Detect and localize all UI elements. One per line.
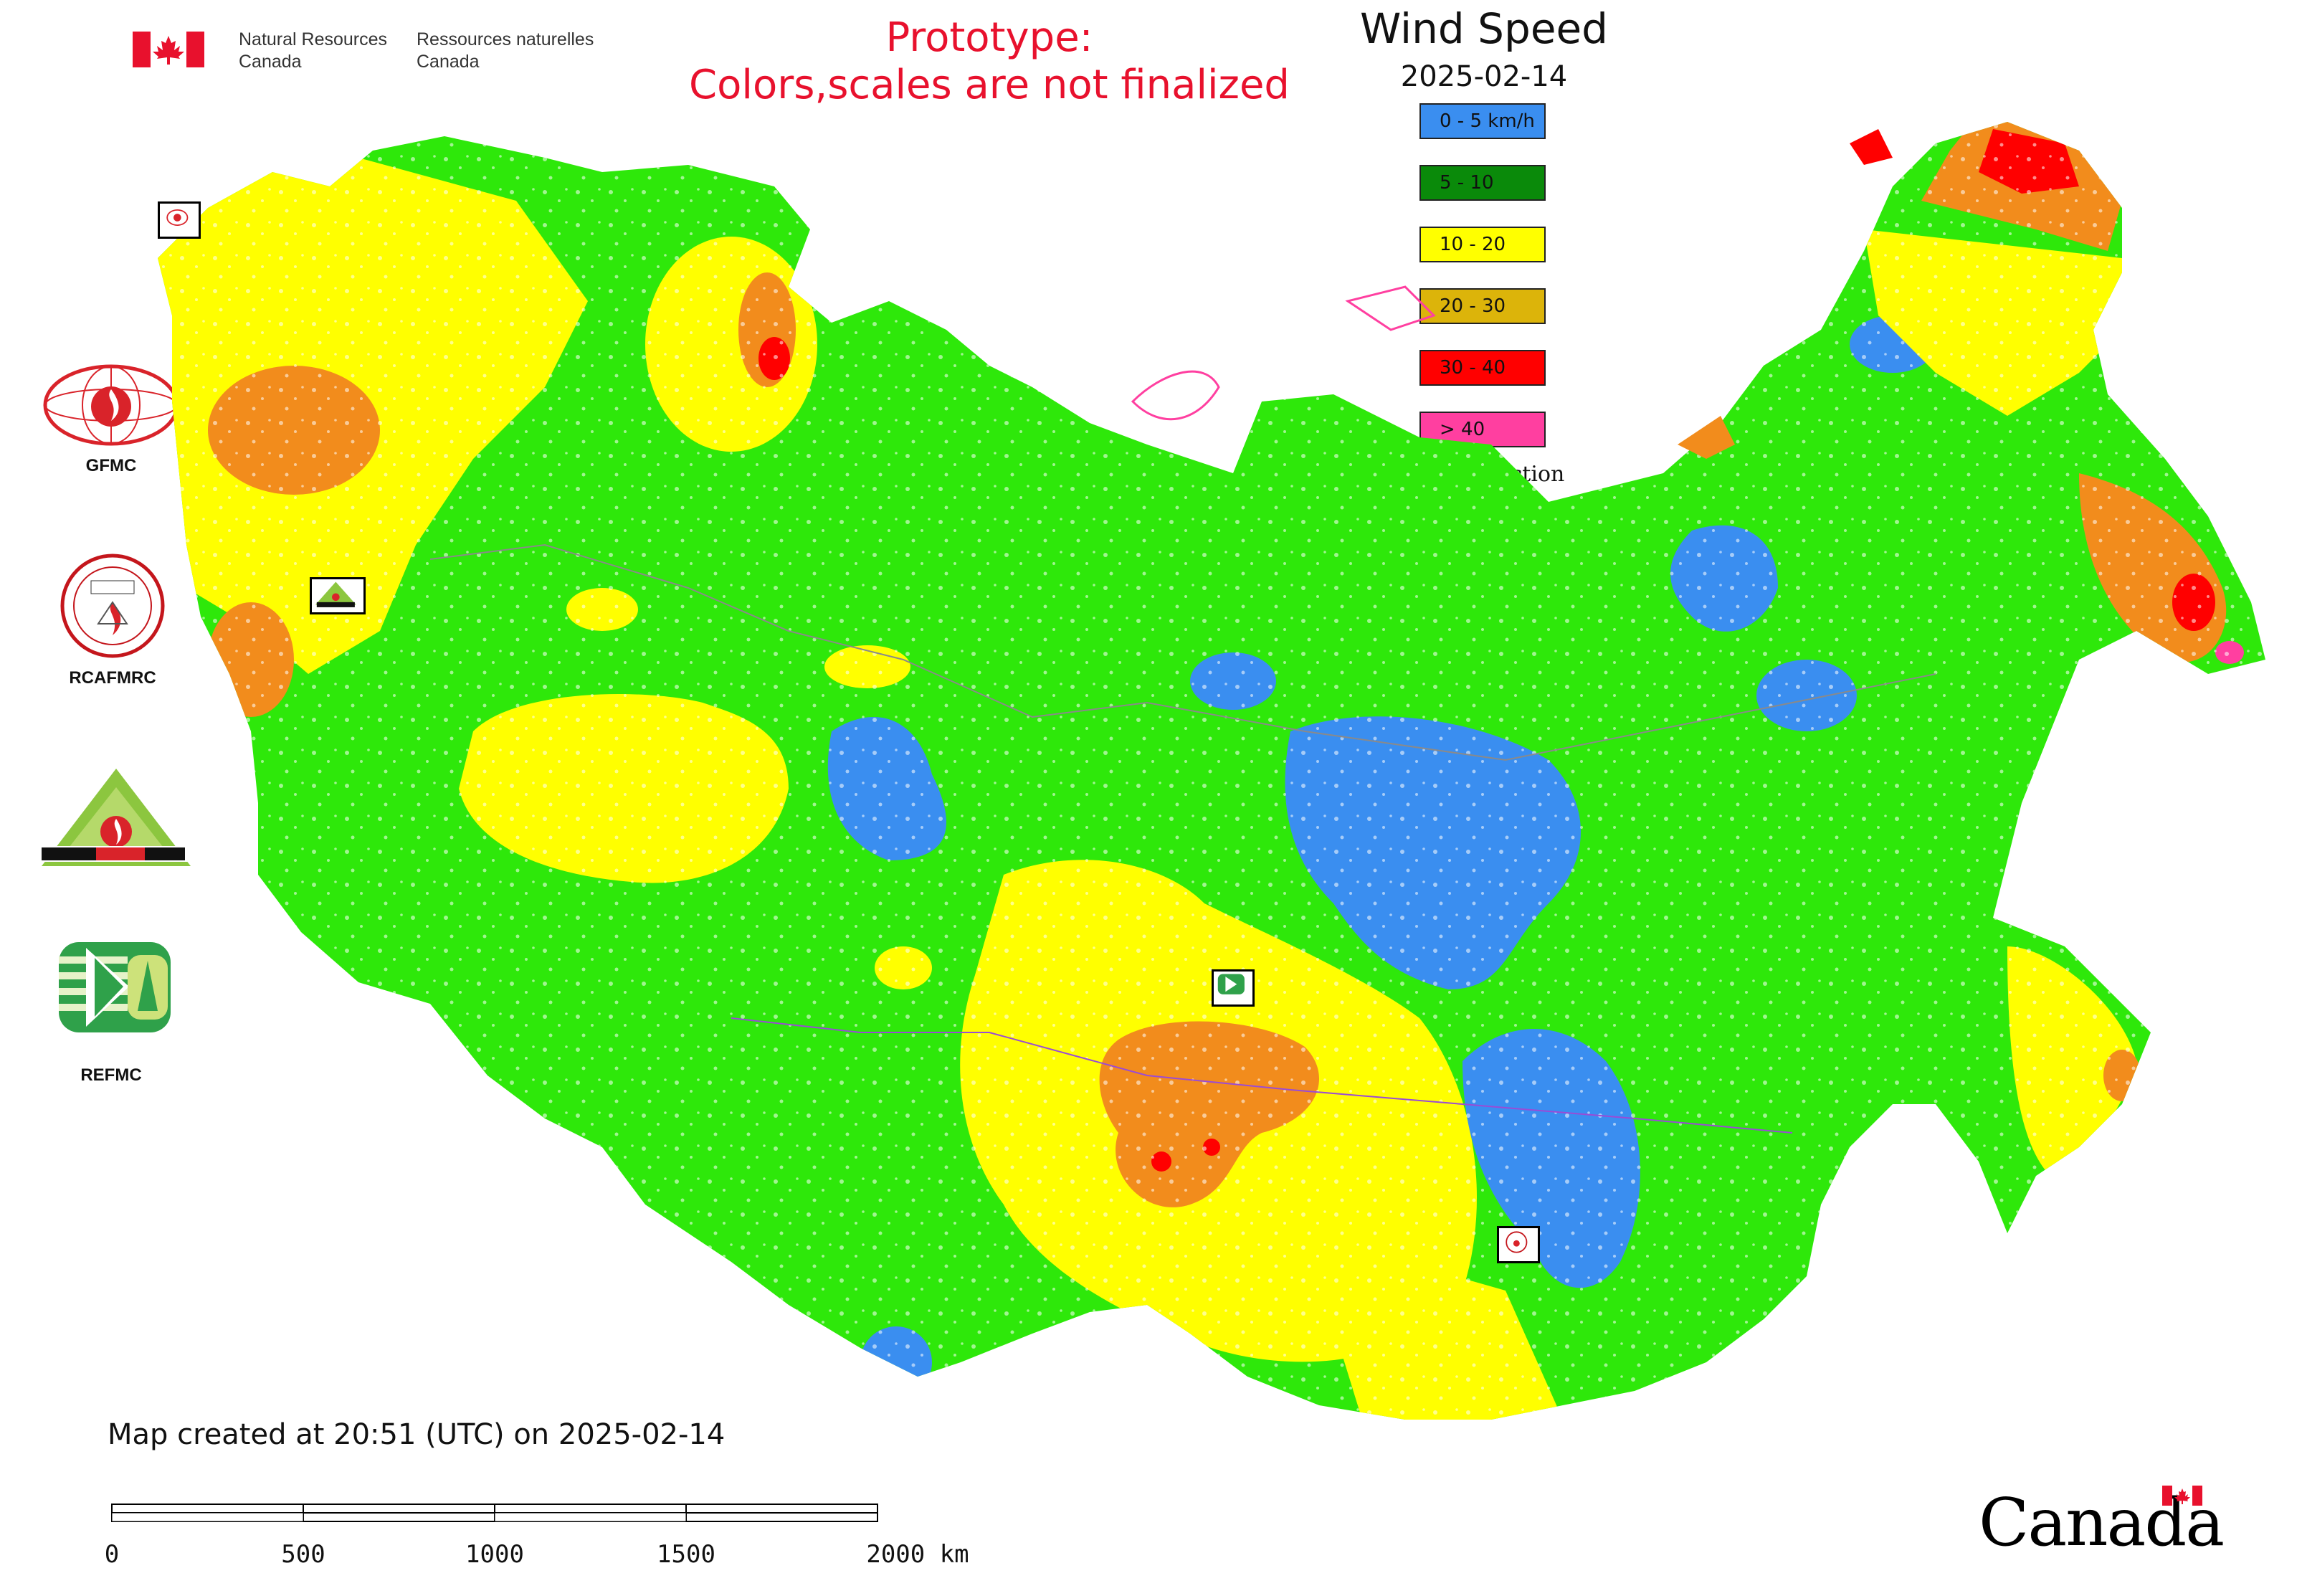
station-marker-rcafmrc[interactable] bbox=[1497, 1226, 1540, 1263]
scale-tick-1500: 1500 bbox=[657, 1540, 715, 1569]
station-reefmc-icon bbox=[315, 581, 356, 607]
scale-bar: 0 500 1000 1500 2000 km bbox=[105, 1497, 969, 1569]
department-name-en: Natural Resources Canada bbox=[239, 29, 388, 72]
government-header: Natural Resources Canada Ressources natur… bbox=[133, 23, 606, 73]
canada-wordmark-flag-icon bbox=[2162, 1486, 2202, 1506]
station-rcafmrc-icon bbox=[1506, 1231, 1528, 1253]
legend-swatch-0-5: 0 - 5 km/h bbox=[1419, 103, 1546, 139]
station-gfmc-icon bbox=[166, 209, 189, 226]
rcafmrc-logo-icon bbox=[60, 554, 165, 658]
legend-swatch-30-40: 30 - 40 bbox=[1419, 350, 1546, 386]
scale-tick-2000: 2000 km bbox=[866, 1540, 969, 1569]
station-refmc-icon bbox=[1217, 974, 1245, 994]
station-marker-gfmc[interactable] bbox=[158, 201, 201, 239]
canada-flag-icon bbox=[133, 32, 204, 67]
prototype-notice-line2: Colors,scales are not finalized bbox=[689, 62, 1290, 108]
station-marker-reefmc[interactable] bbox=[310, 577, 366, 614]
scale-tick-1000: 1000 bbox=[465, 1540, 524, 1569]
legend-date: 2025-02-14 bbox=[1400, 60, 1568, 93]
wind-speed-map bbox=[158, 122, 2265, 1420]
station-marker-refmc[interactable] bbox=[1212, 969, 1255, 1007]
legend-title: Wind Speed bbox=[1359, 4, 1609, 53]
legend-swatch-5-10: 5 - 10 bbox=[1419, 165, 1546, 201]
rcafmrc-logo-label: RCAFMRC bbox=[69, 668, 156, 688]
refmc-logo-label: REFMC bbox=[80, 1065, 142, 1085]
prototype-notice-line1: Prototype: bbox=[885, 14, 1093, 61]
scale-tick-500: 500 bbox=[281, 1540, 325, 1569]
scale-tick-0: 0 bbox=[104, 1540, 120, 1569]
canada-wordmark: Canada bbox=[1979, 1484, 2225, 1563]
legend-swatch-10-20: 10 - 20 bbox=[1419, 227, 1546, 262]
department-name-fr: Ressources naturelles Canada bbox=[417, 29, 594, 72]
map-created-timestamp: Map created at 20:51 (UTC) on 2025-02-14 bbox=[108, 1418, 726, 1451]
prototype-notice: Prototype: Colors,scales are not finaliz… bbox=[631, 14, 1348, 109]
scale-bar-graphic bbox=[111, 1504, 878, 1522]
refmc-logo-icon bbox=[59, 942, 171, 1032]
legend-swatch-20-30: 20 - 30 bbox=[1419, 288, 1546, 324]
wind-speed-legend: Wind Speed 2025-02-14 0 - 5 km/h 5 - 10 … bbox=[1290, 4, 1678, 507]
reefmc-logo-icon bbox=[37, 769, 195, 866]
gfmc-logo-label: GFMC bbox=[85, 456, 137, 475]
